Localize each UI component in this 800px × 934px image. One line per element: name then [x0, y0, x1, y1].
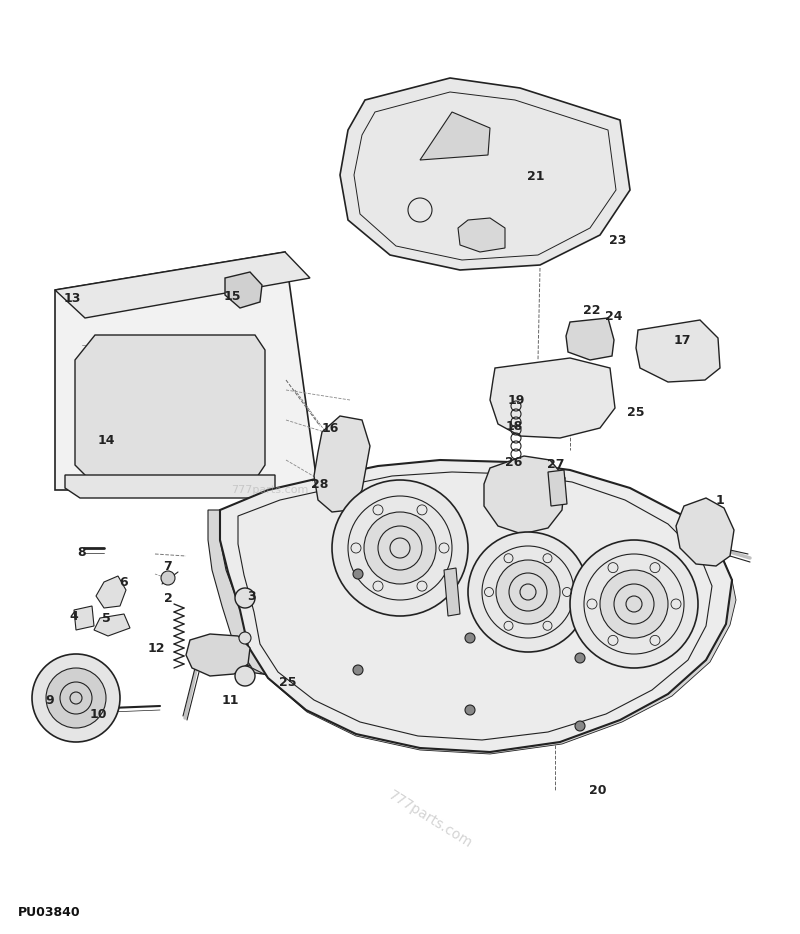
Circle shape — [600, 570, 668, 638]
Circle shape — [575, 721, 585, 731]
Text: 8: 8 — [78, 545, 86, 559]
Polygon shape — [548, 470, 567, 506]
Circle shape — [353, 569, 363, 579]
Text: 16: 16 — [322, 421, 338, 434]
Text: 23: 23 — [610, 234, 626, 247]
Circle shape — [468, 532, 588, 652]
Text: 2: 2 — [164, 591, 172, 604]
Text: 28: 28 — [311, 477, 329, 490]
Circle shape — [455, 635, 465, 645]
Text: 14: 14 — [98, 433, 114, 446]
Polygon shape — [74, 606, 94, 630]
Circle shape — [161, 571, 175, 585]
Polygon shape — [55, 252, 310, 318]
Text: 777parts.com: 777parts.com — [386, 788, 474, 852]
Text: 5: 5 — [102, 612, 110, 625]
Text: 15: 15 — [223, 290, 241, 303]
Text: 7: 7 — [164, 559, 172, 573]
Polygon shape — [96, 576, 126, 608]
Text: 777parts.com: 777parts.com — [231, 485, 309, 495]
Circle shape — [332, 480, 468, 616]
Circle shape — [571, 661, 581, 671]
Text: 25: 25 — [627, 405, 645, 418]
Polygon shape — [250, 548, 736, 754]
Text: 4: 4 — [70, 610, 78, 622]
Text: 17: 17 — [674, 333, 690, 347]
Text: 13: 13 — [63, 291, 81, 304]
Polygon shape — [676, 498, 734, 566]
Circle shape — [496, 560, 560, 624]
Polygon shape — [484, 456, 565, 534]
Polygon shape — [220, 460, 732, 752]
Circle shape — [46, 668, 106, 728]
Circle shape — [235, 666, 255, 686]
Text: 3: 3 — [248, 589, 256, 602]
Text: 25: 25 — [279, 675, 297, 688]
Circle shape — [364, 512, 436, 584]
Polygon shape — [458, 218, 505, 252]
Polygon shape — [225, 272, 262, 308]
Text: 21: 21 — [527, 169, 545, 182]
Text: 6: 6 — [120, 575, 128, 588]
Circle shape — [575, 653, 585, 663]
Text: 27: 27 — [547, 458, 565, 471]
Circle shape — [32, 654, 120, 742]
Text: 19: 19 — [507, 393, 525, 406]
Circle shape — [235, 588, 255, 608]
Circle shape — [465, 633, 475, 643]
Text: 12: 12 — [147, 642, 165, 655]
Polygon shape — [420, 112, 490, 160]
Polygon shape — [94, 614, 130, 636]
Text: 22: 22 — [583, 304, 601, 317]
Text: 9: 9 — [46, 694, 54, 706]
Polygon shape — [314, 416, 370, 512]
Circle shape — [570, 540, 698, 668]
Circle shape — [239, 632, 251, 644]
Text: 18: 18 — [506, 419, 522, 432]
Circle shape — [353, 665, 363, 675]
Polygon shape — [636, 320, 720, 382]
Polygon shape — [75, 335, 265, 480]
Polygon shape — [340, 78, 630, 270]
Text: 10: 10 — [90, 707, 106, 720]
Circle shape — [335, 575, 345, 585]
Text: PU03840: PU03840 — [18, 905, 81, 918]
Text: 20: 20 — [590, 784, 606, 797]
Polygon shape — [55, 252, 318, 490]
Polygon shape — [490, 358, 615, 438]
Polygon shape — [444, 568, 460, 616]
Text: 26: 26 — [506, 456, 522, 469]
Polygon shape — [566, 318, 614, 360]
Polygon shape — [65, 475, 275, 498]
Polygon shape — [208, 510, 268, 676]
Text: 11: 11 — [222, 694, 238, 706]
Polygon shape — [186, 634, 250, 676]
Circle shape — [465, 705, 475, 715]
Text: 24: 24 — [606, 309, 622, 322]
Text: 1: 1 — [716, 493, 724, 506]
